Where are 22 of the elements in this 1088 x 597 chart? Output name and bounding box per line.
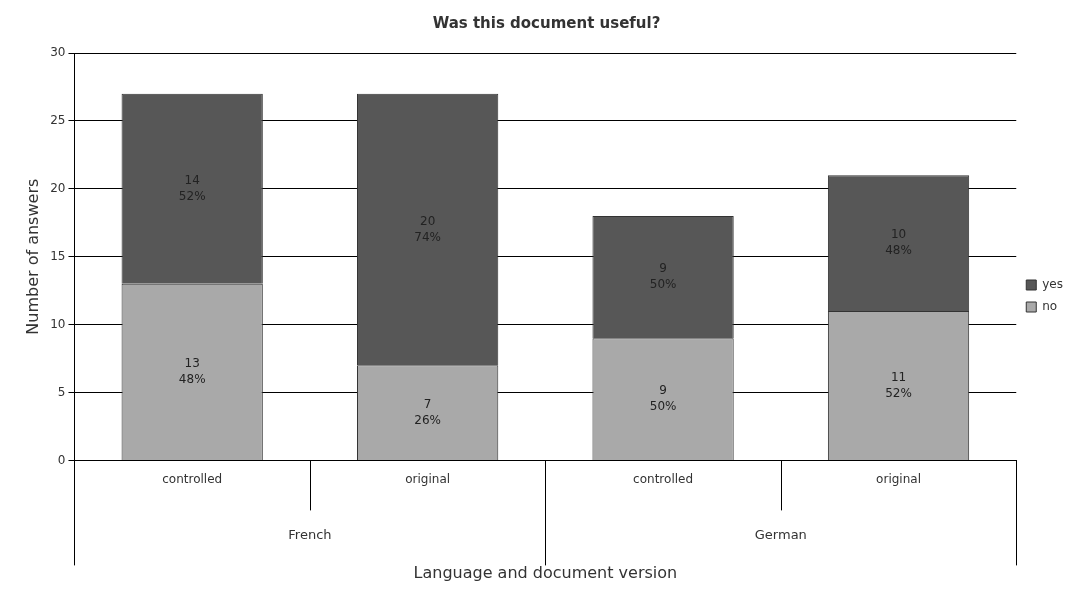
x-tick-label: original [405, 471, 451, 486]
x-tick-label: controlled [633, 471, 694, 486]
y-tick-label: 20 [50, 180, 66, 195]
y-tick-label: 15 [50, 248, 66, 263]
x-axis-title: Language and document version [413, 562, 678, 582]
text: French [288, 526, 332, 542]
legend-label: yes [1042, 277, 1064, 292]
y-axis-title: Number of answers [22, 178, 42, 335]
x-tick-label: controlled [162, 471, 223, 486]
chart-title: Was this document useful? [432, 13, 661, 32]
data-label: 11 52% [885, 369, 912, 400]
data-label: 9 50% [649, 383, 677, 414]
y-tick-label: 30 [50, 45, 66, 60]
y-tick-label: 5 [57, 384, 66, 399]
y-tick-label: 10 [50, 316, 66, 331]
y-tick-label: 0 [57, 452, 66, 467]
legend-label: no [1042, 299, 1058, 314]
data-label: 7 26% [414, 396, 441, 427]
data-label: 13 48% [178, 356, 206, 387]
text: German [754, 526, 807, 542]
y-tick-label: 25 [50, 113, 66, 128]
x-tick-label: original [876, 471, 921, 486]
